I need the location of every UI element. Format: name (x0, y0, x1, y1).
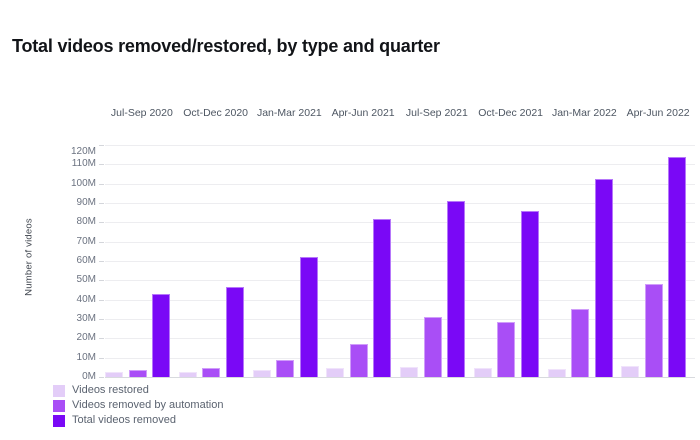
bar-videos-restored-apr-jun-2021 (326, 368, 345, 377)
gridline-70M (105, 241, 695, 243)
legend-label: Videos restored (72, 384, 149, 396)
quarter-label-apr-jun-2021: Apr-Jun 2021 (331, 107, 395, 119)
y-axis-tick-label: 110M (71, 158, 96, 170)
bar-videos-restored-jan-mar-2021 (252, 370, 271, 377)
gridline-40M (105, 299, 695, 301)
legend-swatch-videos-restored (53, 384, 65, 397)
y-axis-tick-mark (99, 377, 104, 378)
bar-total-videos-removed-jul-sep-2020 (152, 293, 170, 377)
legend: Videos restored Videos removed by automat… (53, 383, 223, 428)
legend-item-videos-restored: Videos restored (53, 383, 223, 398)
gridline-90M (105, 203, 695, 204)
quarter-label-oct-dec-2020: Oct-Dec 2020 (183, 107, 249, 119)
y-axis-tick-label: 90M (76, 197, 96, 208)
bar-total-videos-removed-jan-mar-2022 (594, 179, 613, 377)
quarter-label-apr-jun-2022: Apr-Jun 2022 (626, 107, 690, 119)
y-axis-tick-mark (99, 338, 104, 340)
gridline-10M (105, 357, 695, 359)
gridline-110M (105, 164, 695, 166)
bar-total-videos-removed-jan-mar-2021 (299, 257, 318, 377)
y-axis-tick-mark (99, 357, 104, 359)
bar-videos-restored-jul-sep-2020 (105, 372, 123, 377)
chart-title: Total videos removed/restored, by type a… (12, 36, 440, 56)
gridline-50M (105, 280, 695, 282)
quarter-label-jan-mar-2022: Jan-Mar 2022 (551, 107, 617, 119)
y-axis-tick-mark (99, 261, 104, 262)
y-axis-tick-label: 70M (76, 235, 96, 247)
bar-videos-restored-jan-mar-2022 (547, 368, 566, 377)
y-axis-tick-mark (99, 319, 104, 320)
quarter-label-jan-mar-2021: Jan-Mar 2021 (256, 107, 322, 119)
y-axis-tick-mark (99, 203, 104, 204)
x-axis-category-labels: Jul-Sep 2020 Oct-Dec 2020 Jan-Mar 2021 Apr-… (105, 107, 695, 123)
gridline-60M (105, 261, 695, 262)
legend-label: Videos removed by automation (72, 399, 224, 411)
gridline-80M (105, 222, 695, 224)
bar-videos-restored-oct-dec-2020 (178, 371, 197, 377)
bar-videos-removed-by-automation-jan-mar-2021 (276, 359, 294, 377)
bar-total-videos-removed-jul-sep-2021 (447, 201, 465, 377)
bar-total-videos-removed-apr-jun-2022 (668, 157, 687, 377)
y-axis-tick-mark (99, 145, 104, 146)
y-axis-tick-label: 100M (70, 177, 96, 189)
y-axis-tick-mark (99, 183, 104, 185)
bar-videos-removed-by-automation-oct-dec-2021 (497, 322, 516, 377)
y-axis-tick-mark (99, 222, 104, 224)
legend-swatch-videos-removed-by-automation (53, 399, 65, 412)
y-axis-tick-label: 120M (70, 146, 96, 157)
y-axis-tick-mark (99, 280, 104, 282)
bar-videos-removed-by-automation-oct-dec-2020 (202, 367, 221, 377)
gridline-30M (105, 319, 695, 320)
bar-videos-removed-by-automation-jul-sep-2021 (423, 316, 442, 377)
bar-total-videos-removed-oct-dec-2021 (520, 211, 539, 377)
quarter-label-jul-sep-2021: Jul-Sep 2021 (405, 107, 468, 119)
bar-videos-removed-by-automation-jan-mar-2022 (571, 309, 589, 377)
y-axis-tick-mark (99, 164, 104, 166)
gridline-100M (105, 183, 695, 185)
quarter-label-oct-dec-2021: Oct-Dec 2021 (478, 107, 544, 119)
plot-area: 0M 10M 20M 30M 40M 50M 60M 70M 80M 90M 100M 110M 120… (71, 145, 695, 382)
legend-item-total-videos-removed: Total videos removed (53, 413, 223, 428)
gridline-20M (105, 338, 695, 340)
bar-total-videos-removed-apr-jun-2021 (373, 219, 392, 377)
y-axis-tick-label: 30M (76, 313, 96, 324)
y-axis-tick-label: 40M (76, 293, 96, 305)
bar-videos-restored-apr-jun-2022 (621, 365, 640, 377)
gridline-0M (105, 377, 695, 378)
bar-videos-restored-jul-sep-2021 (400, 366, 418, 377)
y-axis-tick-label: 20M (76, 332, 96, 344)
bar-videos-removed-by-automation-jul-sep-2020 (128, 370, 147, 377)
bar-total-videos-removed-oct-dec-2020 (225, 287, 244, 377)
bar-videos-restored-oct-dec-2021 (473, 368, 492, 377)
legend-label: Total videos removed (72, 414, 176, 426)
legend-swatch-total-videos-removed (53, 414, 65, 427)
gridline-120M (105, 145, 695, 146)
y-axis-tick-label: 60M (76, 255, 96, 266)
y-axis-tick-label: 80M (76, 216, 96, 228)
y-axis-tick-label: 50M (76, 274, 96, 286)
bar-videos-removed-by-automation-apr-jun-2021 (349, 344, 368, 377)
y-axis-tick-mark (99, 241, 104, 243)
legend-item-videos-removed-by-automation: Videos removed by automation (53, 398, 223, 413)
y-axis-tick-label: 0M (82, 371, 96, 382)
y-axis-tick-mark (99, 299, 104, 301)
y-axis-tick-label: 10M (76, 351, 96, 363)
quarter-label-jul-sep-2020: Jul-Sep 2020 (110, 107, 173, 119)
y-axis-title-label: Number of videos (23, 218, 35, 296)
bar-videos-removed-by-automation-apr-jun-2022 (644, 284, 663, 377)
